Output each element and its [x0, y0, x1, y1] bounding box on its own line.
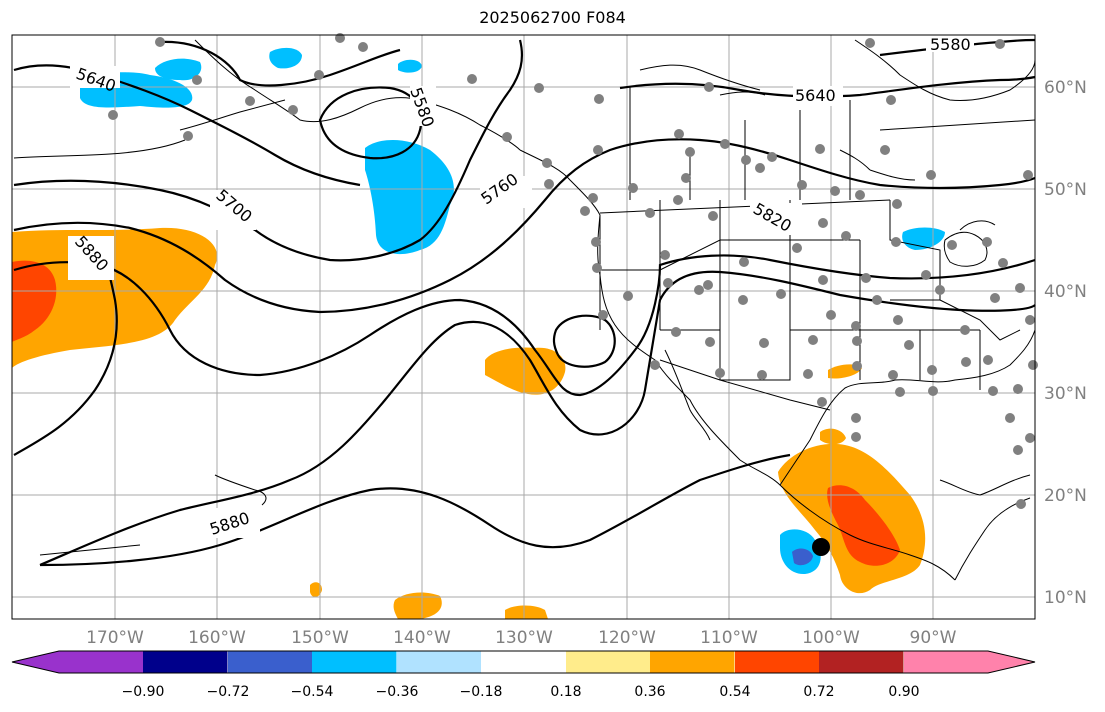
lat-label: 40°N — [1044, 282, 1087, 302]
anomaly-negative-alaska — [269, 47, 302, 69]
lon-label: 90°W — [910, 628, 957, 648]
colorbar-segment — [650, 651, 735, 673]
contour-5820 — [13, 254, 1036, 397]
colorbar-segment — [481, 651, 566, 673]
colorbar-segment — [143, 651, 228, 673]
colorbar-tick-label: 0.72 — [803, 684, 834, 700]
colorbar-extend-high — [988, 651, 1035, 673]
colorbar-segment — [312, 651, 397, 673]
lat-label: 20°N — [1044, 486, 1087, 506]
colorbar: −0.90 −0.72 −0.54 −0.36 −0.18 0.18 0.36 … — [11, 650, 1036, 700]
anomaly-strong-west — [12, 260, 57, 342]
height-contours — [13, 38, 1036, 567]
anomaly-positive-central — [820, 428, 846, 445]
colorbar-segment — [819, 651, 904, 673]
longitude-labels: 170°W 160°W 150°W 140°W 130°W 120°W 110°… — [86, 628, 957, 648]
lon-label: 160°W — [188, 628, 246, 648]
colorbar-segment — [735, 651, 820, 673]
colorbar-tick-label: −0.90 — [122, 684, 165, 700]
anomaly-negative-small — [398, 59, 422, 73]
lat-label: 10°N — [1044, 588, 1087, 608]
colorbar-tick-label: −0.18 — [460, 684, 503, 700]
colorbar-segment — [59, 651, 144, 673]
anomaly-negative-gulf — [365, 139, 454, 255]
lon-label: 150°W — [291, 628, 349, 648]
map-title: 2025062700 F084 — [479, 8, 626, 27]
anomaly-positive-south-3 — [310, 582, 322, 598]
lat-label: 60°N — [1044, 78, 1087, 98]
anomaly-strong-mexico — [827, 485, 900, 566]
lon-label: 140°W — [393, 628, 451, 648]
colorbar-extend-low — [12, 651, 59, 673]
anomaly-negative-nw — [155, 58, 202, 81]
contour-label: 5640 — [795, 86, 836, 105]
colorbar-segment — [397, 651, 482, 673]
latitude-labels: 60°N 50°N 40°N 30°N 20°N 10°N — [1044, 78, 1087, 608]
lon-label: 110°W — [700, 628, 758, 648]
anomaly-positive-pacific — [485, 347, 566, 395]
colorbar-tick-label: 0.36 — [634, 684, 665, 700]
contour-5760 — [13, 138, 1036, 314]
contour-closed-pacific — [552, 314, 616, 368]
station-dots — [108, 33, 1038, 509]
contour-label-group: 5580 5580 5640 5640 5700 5760 5820 5880 … — [68, 34, 974, 539]
lon-label: 170°W — [86, 628, 144, 648]
contour-label: 5580 — [930, 35, 971, 54]
lat-label: 30°N — [1044, 384, 1087, 404]
contour-5880-loop — [39, 453, 791, 567]
contour-5580-east — [879, 38, 1036, 57]
lon-label: 130°W — [495, 628, 553, 648]
colorbar-tick-label: 0.90 — [888, 684, 919, 700]
colorbar-tick-label: 0.54 — [719, 684, 750, 700]
contour-5580-north — [159, 40, 401, 87]
contour-5880-south — [39, 270, 1036, 567]
storm-center-marker — [812, 538, 830, 556]
contour-5640-east — [619, 75, 1036, 98]
anomaly-positive-south-2 — [505, 605, 548, 619]
colorbar-tick-label: −0.54 — [291, 684, 334, 700]
colorbar-tick-label: 0.18 — [550, 684, 581, 700]
colorbar-segment — [566, 651, 651, 673]
graticule — [12, 35, 1035, 619]
contour-5580-low — [318, 86, 423, 160]
colorbar-tick-label: −0.36 — [376, 684, 419, 700]
contour-5700 — [13, 39, 524, 262]
anomaly-negative-mexico-core — [792, 548, 813, 566]
colorbar-segment — [228, 651, 313, 673]
lon-label: 100°W — [802, 628, 860, 648]
colorbar-tick-label: −0.72 — [207, 684, 250, 700]
lat-label: 50°N — [1044, 180, 1087, 200]
colorbar-segment — [904, 651, 989, 673]
anomaly-positive-south-1 — [393, 592, 442, 619]
lon-label: 120°W — [598, 628, 656, 648]
